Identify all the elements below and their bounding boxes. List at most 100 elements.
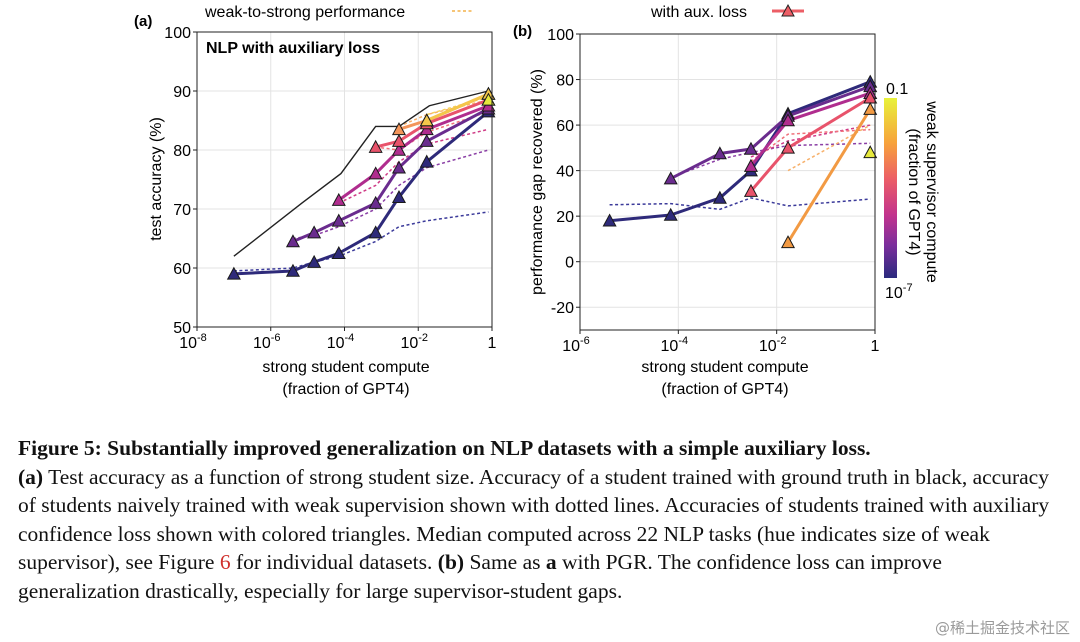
aux-series-b [602,74,878,249]
chart-b-ylabel: performance gap recovered (%) [529,69,546,295]
aux-marker-3-1 [391,133,407,147]
chart-a-xlabel-line1: strong student compute [262,359,429,376]
caption-part-a-text: Test accuracy as a function of strong st… [18,464,1050,575]
legend-b-label: with aux. loss [650,4,747,21]
caption-figure-ref-link[interactable]: 6 [219,550,231,574]
chart-b-xlabel-line2: (fraction of GPT4) [661,381,788,398]
legend-a: weak-to-strong performance [204,4,472,21]
aux-marker-3-1 [780,140,796,154]
figure: (a) weak-to-strong performance NLP with … [134,3,940,398]
watermark: @稀土掘金技术社区 [934,619,1070,637]
naive-series-b [609,124,871,211]
aux-line-4 [786,108,872,244]
aux-marker-4-1 [863,101,878,115]
ground-truth-line [233,90,489,257]
caption-part-b-label: (b) [437,550,465,574]
x-tick-label-2: 10-4 [327,332,355,352]
y-tick-label-1: 60 [173,261,191,278]
aux-line-1 [292,107,490,243]
aux-line-5 [426,92,490,122]
aux-marker-2-2 [391,142,407,156]
y-tick-label-6: 100 [547,27,574,44]
caption-part-a-text-end: for individual datasets. [230,550,438,574]
aux-marker-2-1 [780,113,796,127]
aux-marker-0-1 [285,263,300,277]
aux-marker-2-1 [368,166,383,180]
aux-line-0 [609,80,871,223]
y-tick-label-0: -20 [551,300,574,317]
aux-marker-5-0 [863,145,878,159]
y-tick-label-3: 40 [556,164,574,181]
aux-series-a [226,86,496,280]
aux-line-0 [233,110,490,276]
colorbar: 0.1 10-7 weak supervisor compute (fracti… [884,81,940,302]
x-tick-label-0: 10-6 [562,335,590,355]
aux-marker-1-1 [307,225,322,239]
colorbar-label-line1: weak supervisor compute [923,100,940,283]
legend-b: with aux. loss [650,3,804,21]
caption-part-b-text-2: with PGR. The confidence loss can improv… [18,550,942,603]
aux-marker-0-2 [307,254,322,268]
aux-line-1 [670,84,871,180]
aux-marker-0-1 [663,207,678,221]
y-tick-label-4: 90 [173,84,191,101]
y-tick-label-2: 20 [556,209,574,226]
x-ticks-a: 10-8 10-6 10-4 10-2 1 [179,327,497,352]
aux-marker-1-0 [663,171,678,185]
plot-frame-b [579,33,876,331]
x-ticks-b: 10-6 10-4 10-2 1 [562,330,880,355]
colorbar-gradient [884,98,897,278]
legend-a-label: weak-to-strong performance [204,4,405,21]
aux-marker-0-0 [226,266,241,280]
chart-a-title: NLP with auxiliary loss [206,40,380,57]
chart-a-xlabel-line2: (fraction of GPT4) [282,381,409,398]
aux-marker-1-2 [743,141,758,155]
x-tick-label-1: 10-6 [253,332,281,352]
naive-line-3 [750,128,871,163]
legend-b-triangle-marker [781,3,795,17]
x-tick-label-0: 10-8 [179,332,207,352]
y-tick-label-5: 80 [556,73,574,90]
caption-label: Figure 5: [18,436,102,460]
aux-marker-1-4 [391,160,407,174]
aux-marker-0-5 [391,189,407,203]
aux-marker-0-6 [419,154,434,168]
y-tick-label-1: 0 [565,255,574,272]
aux-marker-3-0 [368,139,383,153]
caption-part-a-label: (a) [18,464,44,489]
y-tick-label-3: 80 [173,143,191,160]
naive-line-0 [609,197,871,211]
aux-marker-4-0 [391,122,407,136]
x-tick-label-3: 1 [871,338,880,355]
chart-panel-a: (a) weak-to-strong performance NLP with … [134,4,497,398]
grid-b [579,33,876,330]
caption-part-b-bold-a: a [545,550,557,574]
grid-a [196,31,493,328]
y-ticks-b: -20 0 20 40 60 80 100 [547,27,580,317]
aux-marker-1-5 [419,133,434,147]
aux-marker-0-0 [602,213,617,227]
chart-a-ylabel: test accuracy (%) [148,117,165,241]
naive-line-0 [233,211,489,272]
aux-line-3 [375,98,489,149]
aux-marker-1-3 [368,195,383,209]
aux-marker-1-1 [712,146,727,160]
aux-marker-2-0 [743,158,758,172]
x-tick-label-4: 1 [488,335,497,352]
ground-truth-line-a [233,90,489,257]
x-tick-label-2: 10-2 [759,335,787,355]
y-tick-label-0: 50 [173,320,191,337]
figure-caption: Figure 5: Substantially improved general… [18,434,1060,605]
aux-marker-5-0 [419,113,434,127]
panel-a-label: (a) [134,13,152,30]
caption-title: Substantially improved generalization on… [107,436,871,460]
aux-marker-2-0 [331,192,346,206]
colorbar-top-label: 0.1 [886,81,908,98]
y-tick-label-4: 60 [556,118,574,135]
aux-marker-3-0 [743,183,758,197]
y-ticks-a: 50 60 70 80 90 100 [164,25,197,337]
colorbar-bottom-label: 10-7 [885,282,913,302]
x-tick-label-3: 10-2 [400,332,428,352]
y-tick-label-5: 100 [164,25,191,42]
